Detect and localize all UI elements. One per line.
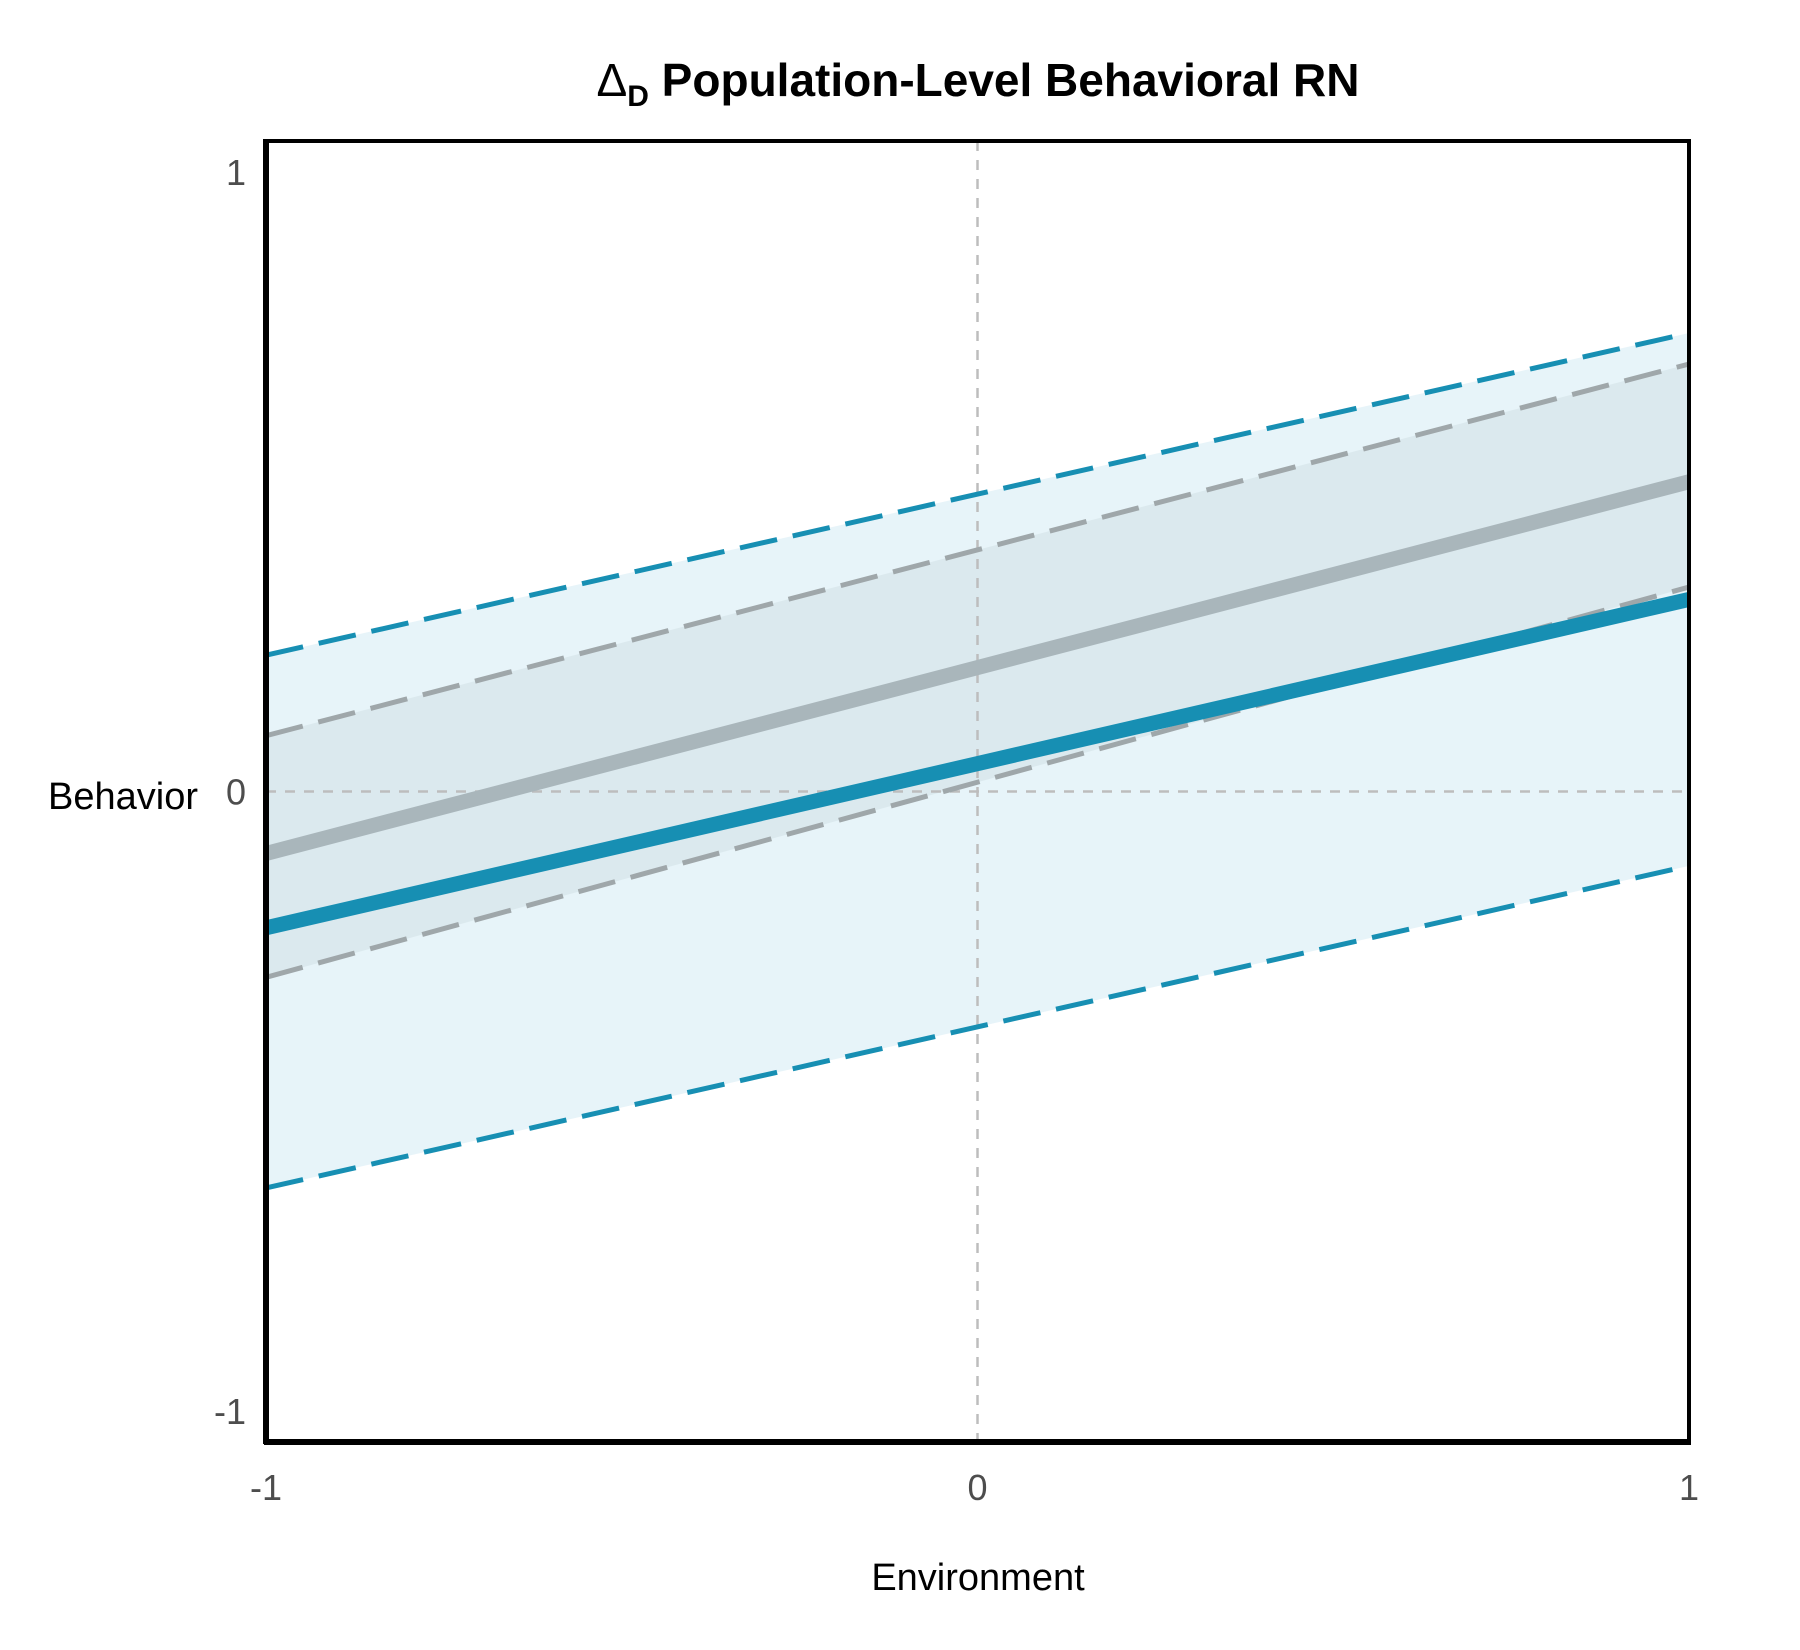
chart-title: ΔD Population-Level Behavioral RN (597, 54, 1360, 113)
title-text: Population-Level Behavioral RN (649, 54, 1360, 106)
y-tick-label: 1 (226, 152, 246, 193)
series-line-gray-solid-3 (266, 474, 1689, 861)
title-symbol: Δ (597, 54, 628, 106)
series-lines (266, 330, 1689, 1191)
x-tick-labels: -1 0 1 (250, 1467, 1699, 1508)
series-line-gray-dashed-4 (266, 361, 1689, 739)
series-line-blue-dashed-2 (266, 863, 1689, 1191)
x-tick-label: 0 (967, 1467, 987, 1508)
y-tick-labels: -1 0 1 (214, 152, 246, 1432)
x-axis-label: Environment (871, 1557, 1085, 1599)
y-tick-label: 0 (226, 772, 246, 813)
x-tick-label: 1 (1679, 1467, 1699, 1508)
series-line-gray-dashed-5 (266, 584, 1689, 980)
y-tick-label: -1 (214, 1391, 246, 1432)
y-axis-label: Behavior (48, 776, 198, 818)
series-line-blue-solid-0 (266, 592, 1689, 936)
series-line-blue-dashed-1 (266, 330, 1689, 658)
title-subscript: D (627, 80, 649, 113)
x-tick-label: -1 (250, 1467, 282, 1508)
